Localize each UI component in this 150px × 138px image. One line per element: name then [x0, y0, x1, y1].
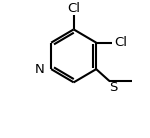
Text: Cl: Cl: [115, 36, 128, 49]
Text: Cl: Cl: [67, 2, 80, 15]
Text: S: S: [110, 81, 118, 94]
Text: N: N: [35, 63, 45, 76]
